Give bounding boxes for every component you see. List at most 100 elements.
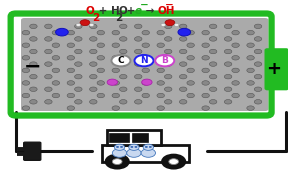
Circle shape	[202, 43, 209, 48]
Text: +: +	[266, 60, 281, 78]
Circle shape	[97, 56, 105, 60]
Circle shape	[52, 43, 60, 48]
Circle shape	[209, 37, 217, 41]
Circle shape	[224, 24, 232, 29]
Circle shape	[112, 68, 120, 73]
Circle shape	[22, 56, 30, 60]
Circle shape	[90, 49, 97, 54]
Circle shape	[142, 30, 149, 35]
FancyBboxPatch shape	[266, 49, 288, 89]
Circle shape	[155, 55, 174, 66]
Circle shape	[56, 28, 68, 36]
Circle shape	[120, 74, 127, 79]
Circle shape	[90, 62, 97, 66]
Circle shape	[187, 81, 194, 85]
Circle shape	[112, 30, 120, 35]
Circle shape	[30, 37, 37, 41]
Text: C: C	[118, 56, 124, 65]
Circle shape	[112, 43, 120, 48]
Circle shape	[179, 24, 187, 29]
Circle shape	[45, 37, 52, 41]
Circle shape	[232, 81, 239, 85]
Circle shape	[254, 62, 262, 66]
Text: −: −	[139, 0, 148, 10]
Circle shape	[224, 62, 232, 66]
Circle shape	[45, 62, 52, 66]
Circle shape	[169, 159, 179, 164]
Circle shape	[157, 93, 164, 98]
Circle shape	[164, 37, 172, 41]
Circle shape	[232, 43, 239, 48]
FancyBboxPatch shape	[24, 142, 41, 160]
Text: +: +	[123, 6, 139, 16]
Text: →: →	[142, 6, 158, 16]
Circle shape	[164, 100, 172, 104]
Text: 2: 2	[92, 13, 99, 23]
Circle shape	[22, 68, 30, 73]
Circle shape	[111, 55, 130, 66]
Circle shape	[224, 49, 232, 54]
Circle shape	[164, 87, 172, 91]
Circle shape	[67, 93, 75, 98]
FancyBboxPatch shape	[109, 133, 129, 142]
Circle shape	[179, 49, 187, 54]
Circle shape	[134, 87, 142, 91]
Circle shape	[232, 93, 239, 98]
Circle shape	[97, 30, 105, 35]
Circle shape	[254, 49, 262, 54]
Circle shape	[202, 106, 209, 110]
Circle shape	[45, 24, 52, 29]
Circle shape	[45, 49, 52, 54]
Circle shape	[52, 93, 60, 98]
Circle shape	[30, 74, 37, 79]
Circle shape	[187, 68, 194, 73]
Circle shape	[254, 24, 262, 29]
Circle shape	[52, 68, 60, 73]
Circle shape	[45, 100, 52, 104]
Circle shape	[112, 56, 120, 60]
Circle shape	[162, 155, 185, 169]
Circle shape	[224, 87, 232, 91]
Circle shape	[145, 146, 147, 148]
Circle shape	[97, 43, 105, 48]
Circle shape	[164, 74, 172, 79]
Circle shape	[179, 37, 187, 41]
Circle shape	[30, 24, 37, 29]
Circle shape	[165, 20, 175, 26]
Text: OH: OH	[158, 6, 175, 16]
Text: O: O	[86, 6, 94, 16]
Text: N: N	[140, 56, 148, 65]
Circle shape	[67, 30, 75, 35]
Circle shape	[22, 30, 30, 35]
Text: + H: + H	[95, 6, 120, 16]
Circle shape	[143, 144, 154, 150]
Circle shape	[127, 149, 141, 157]
Circle shape	[224, 74, 232, 79]
Circle shape	[134, 55, 154, 66]
Circle shape	[106, 155, 129, 169]
Circle shape	[134, 74, 142, 79]
Circle shape	[129, 144, 139, 150]
Circle shape	[157, 30, 164, 35]
Text: O: O	[118, 6, 127, 16]
Circle shape	[67, 56, 75, 60]
Circle shape	[202, 81, 209, 85]
Circle shape	[157, 106, 164, 110]
FancyBboxPatch shape	[21, 18, 268, 111]
Circle shape	[141, 149, 156, 157]
Circle shape	[30, 62, 37, 66]
Circle shape	[107, 79, 118, 85]
Circle shape	[75, 37, 82, 41]
Circle shape	[30, 100, 37, 104]
Circle shape	[202, 93, 209, 98]
Circle shape	[254, 87, 262, 91]
Circle shape	[97, 81, 105, 85]
Text: e: e	[134, 6, 141, 16]
Circle shape	[164, 24, 172, 29]
Circle shape	[75, 24, 82, 29]
Circle shape	[22, 93, 30, 98]
Circle shape	[179, 87, 187, 91]
Circle shape	[75, 100, 82, 104]
Circle shape	[134, 62, 142, 66]
Circle shape	[247, 68, 254, 73]
